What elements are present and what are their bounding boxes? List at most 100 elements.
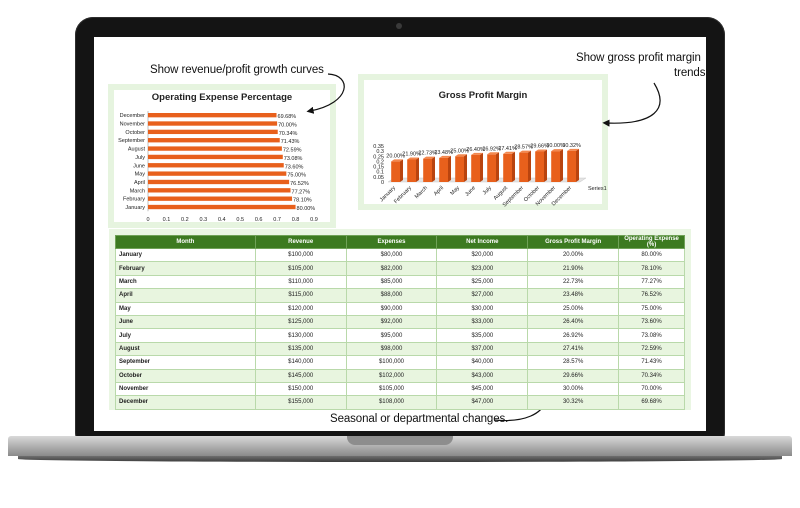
- col-header-revenue[interactable]: Revenue: [254, 235, 347, 249]
- col-header-month[interactable]: Month: [115, 235, 256, 249]
- cell-revenue: $155,000: [254, 395, 347, 410]
- col-header-operating-expense[interactable]: Operating Expense (%): [618, 235, 685, 249]
- table-row[interactable]: February $105,000 $82,000 $23,000 21.90% 78.1…: [115, 261, 685, 276]
- opex-bar: [148, 196, 293, 201]
- gpm-column: [439, 157, 448, 182]
- opex-category-label: May: [135, 172, 146, 178]
- table-row[interactable]: April $115,000 $88,000 $27,000 23.48% 76.52%: [115, 288, 685, 303]
- gpm-column-top: [423, 156, 435, 159]
- col-header-gross-profit-margin[interactable]: Gross Profit Margin: [527, 235, 620, 249]
- opex-bar: [148, 138, 280, 143]
- table-row[interactable]: May $120,000 $90,000 $30,000 25.00% 75.00%: [115, 301, 685, 316]
- gpm-column-side: [432, 156, 435, 182]
- gpm-column: [423, 158, 432, 182]
- cell-revenue: $135,000: [254, 341, 347, 357]
- opex-category-label: March: [130, 188, 145, 194]
- cell-gross-profit-margin: 26.40%: [527, 314, 620, 330]
- opex-data-label: 70.34%: [279, 131, 298, 137]
- col-header-net-income[interactable]: Net Income: [436, 235, 529, 249]
- opex-category-label: January: [125, 205, 145, 211]
- opex-bar: [148, 129, 278, 135]
- table-row[interactable]: October $145,000 $102,000 $43,000 29.66% 70.3…: [115, 368, 685, 383]
- table-row[interactable]: December $155,000 $108,000 $47,000 30.32% 69.…: [115, 395, 685, 410]
- gpm-y-tick-label: 0.1: [376, 170, 384, 176]
- opex-data-label: 76.52%: [290, 181, 309, 187]
- gpm-data-label: 26.92%: [482, 146, 501, 152]
- cell-operating-expense: 70.34%: [618, 368, 685, 383]
- table-row[interactable]: July $130,000 $95,000 $35,000 26.92% 73.08%: [115, 328, 685, 343]
- opex-bar: [148, 121, 278, 126]
- gpm-legend-series1: Series1: [588, 186, 607, 192]
- gpm-column: [455, 156, 464, 182]
- opex-x-tick-label: 0.6: [255, 217, 263, 223]
- cell-operating-expense: 72.59%: [618, 341, 685, 357]
- opex-category-label: December: [120, 113, 146, 119]
- opex-bar: [148, 179, 290, 185]
- gpm-y-tick-label: 0.3: [376, 149, 384, 155]
- cell-gross-profit-margin: 30.00%: [527, 381, 620, 397]
- table-row[interactable]: November $150,000 $105,000 $45,000 30.00% 70.…: [115, 381, 685, 397]
- cell-operating-expense: 76.52%: [618, 288, 685, 303]
- gpm-column-top: [439, 155, 451, 158]
- opex-bar: [148, 188, 291, 193]
- cell-revenue: $140,000: [254, 355, 347, 370]
- table-row[interactable]: March $110,000 $85,000 $25,000 22.73% 77.27%: [115, 274, 685, 290]
- gpm-column: [391, 161, 400, 182]
- gpm-chart: 00.050.10.150.20.250.30.3520.00%January2…: [373, 143, 607, 209]
- opex-bar: [148, 154, 283, 160]
- cell-net-income: $37,000: [436, 341, 529, 357]
- gpm-category-label: July: [482, 185, 493, 196]
- cell-net-income: $45,000: [436, 381, 529, 397]
- webcam: [396, 23, 402, 29]
- gpm-column-top: [551, 149, 563, 152]
- cell-expenses: $95,000: [345, 328, 438, 343]
- gpm-y-tick-label: 0.35: [373, 144, 384, 150]
- opex-chart-panel: Operating Expense Percentage January 80.0…: [108, 84, 336, 228]
- cell-revenue: $100,000: [254, 247, 347, 263]
- table-row[interactable]: June $125,000 $92,000 $33,000 26.40% 73.60%: [115, 314, 685, 330]
- gpm-column-side: [496, 152, 499, 182]
- cell-gross-profit-margin: 28.57%: [527, 355, 620, 370]
- gpm-column: [471, 154, 480, 182]
- col-header-expenses[interactable]: Expenses: [345, 235, 438, 249]
- cell-operating-expense: 73.08%: [618, 328, 685, 343]
- gpm-data-label: 27.41%: [498, 146, 517, 152]
- cell-gross-profit-margin: 29.66%: [527, 368, 620, 383]
- cell-month: March: [115, 274, 256, 290]
- gpm-column-side: [544, 149, 547, 182]
- table-row[interactable]: September $140,000 $100,000 $40,000 28.57% 71…: [115, 355, 685, 370]
- gpm-column: [407, 159, 416, 182]
- cell-revenue: $120,000: [254, 301, 347, 316]
- cell-operating-expense: 80.00%: [618, 247, 685, 263]
- gpm-column-side: [576, 148, 579, 182]
- gpm-column: [487, 154, 496, 182]
- opex-data-label: 73.60%: [285, 164, 304, 170]
- gpm-column-side: [512, 151, 515, 182]
- table-row[interactable]: January $100,000 $80,000 $20,000 20.00% 80.00…: [115, 247, 685, 263]
- gpm-column-side: [400, 159, 403, 182]
- gpm-data-label: 23.48%: [434, 150, 453, 156]
- cell-revenue: $115,000: [254, 288, 347, 303]
- gpm-chart-frame: [358, 74, 608, 210]
- gpm-column: [567, 150, 576, 182]
- opex-x-tick-label: 0.1: [163, 217, 171, 223]
- cell-net-income: $20,000: [436, 247, 529, 263]
- gpm-y-tick-label: 0.2: [376, 159, 384, 165]
- cell-revenue: $130,000: [254, 328, 347, 343]
- cell-revenue: $145,000: [254, 368, 347, 383]
- cell-expenses: $102,000: [345, 368, 438, 383]
- cell-month: May: [115, 301, 256, 316]
- gpm-column-top: [487, 152, 499, 155]
- gpm-category-label: February: [393, 185, 413, 205]
- cell-expenses: $82,000: [345, 261, 438, 276]
- opex-data-label: 73.08%: [284, 156, 303, 162]
- opex-bar: [148, 113, 277, 118]
- cell-month: July: [115, 328, 256, 343]
- gpm-category-label: March: [414, 185, 429, 200]
- table-row[interactable]: August $135,000 $98,000 $37,000 27.41% 72.59%: [115, 341, 685, 357]
- gpm-column-top: [535, 149, 547, 152]
- cell-operating-expense: 71.43%: [618, 355, 685, 370]
- cell-expenses: $98,000: [345, 341, 438, 357]
- opex-data-label: 80.00%: [297, 206, 316, 212]
